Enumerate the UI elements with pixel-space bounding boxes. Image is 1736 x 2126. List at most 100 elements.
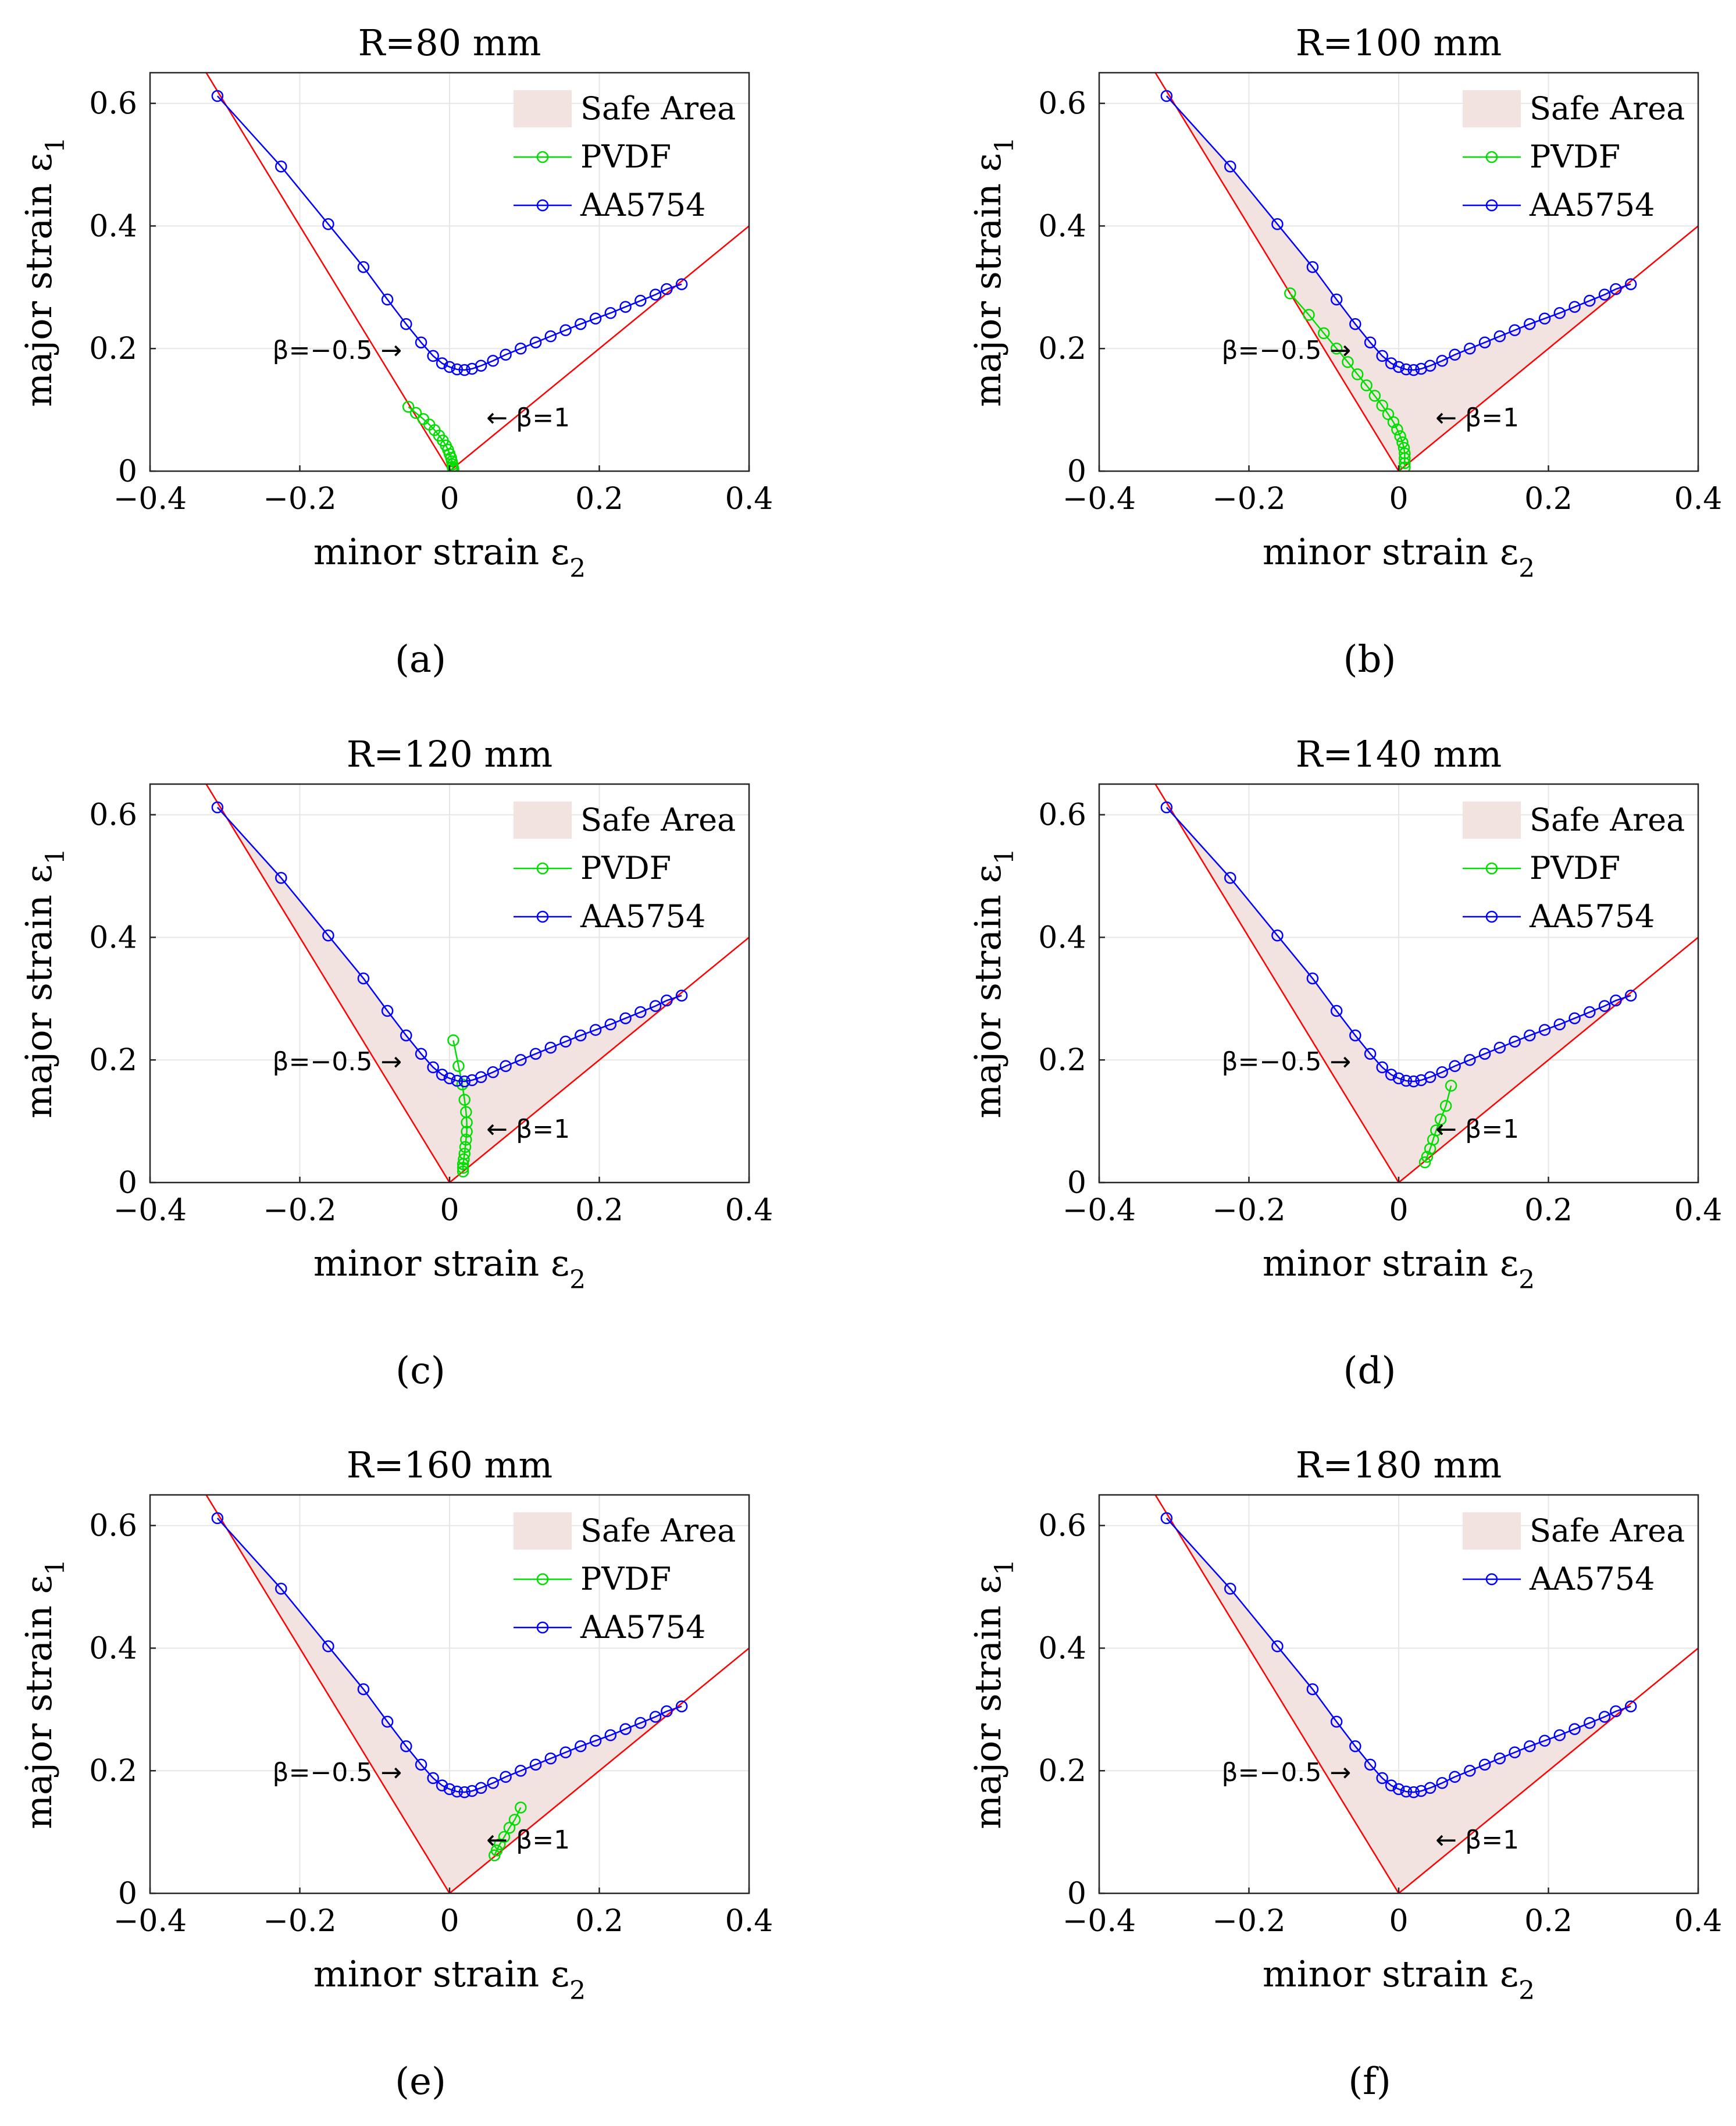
x-tick-label: 0.4 (1674, 482, 1723, 517)
legend-swatch-marker (536, 1573, 549, 1586)
beta-neg-half-line (1154, 784, 1400, 1183)
x-tick-label: 0.2 (1524, 1193, 1573, 1228)
y-tick-label: 0 (1067, 1166, 1086, 1201)
x-tick-label: −0.4 (1063, 1193, 1136, 1228)
data-point-aa5754 (1478, 1048, 1491, 1060)
data-point-aa5754 (436, 1069, 448, 1081)
data-point-aa5754 (1306, 1683, 1319, 1696)
legend-entry-label: PVDF (1530, 850, 1620, 886)
beta-one-label: ← β=1 (1435, 1114, 1519, 1144)
safe-area-region (1166, 91, 1631, 471)
legend-swatch-marker (536, 199, 549, 212)
y-axis-label: major strain ε1 (17, 1559, 70, 1829)
data-point-aa5754 (1400, 363, 1413, 376)
data-point-aa5754 (529, 1048, 542, 1060)
data-point-aa5754 (1376, 1061, 1388, 1074)
data-point-aa5754 (604, 307, 617, 319)
beta-neg-half-line (1154, 73, 1400, 471)
legend: Safe Area PVDF AA5754 (514, 802, 736, 935)
data-point-aa5754 (1349, 318, 1361, 330)
series-line-aa5754 (216, 1518, 682, 1793)
data-point-aa5754 (451, 363, 464, 376)
data-point-pvdf (1391, 423, 1403, 436)
y-tick-label: 0 (1067, 1876, 1086, 1911)
series-aa5754 (1160, 801, 1637, 1088)
x-tick-label: −0.2 (1212, 482, 1285, 517)
data-point-aa5754 (1407, 364, 1420, 376)
beta-one-label: ← β=1 (1435, 403, 1519, 433)
data-point-aa5754 (1424, 359, 1436, 372)
beta-neg-half-label: β=−0.5 → (273, 1758, 402, 1787)
data-point-aa5754 (1449, 348, 1461, 361)
beta-neg-half-label: β=−0.5 → (273, 1047, 402, 1077)
data-point-aa5754 (475, 1782, 487, 1794)
legend-swatch-marker (536, 151, 549, 163)
data-point-aa5754 (1553, 1018, 1566, 1031)
legend: Safe Area PVDF AA5754 (1463, 90, 1685, 223)
data-point-pvdf (1396, 436, 1409, 448)
data-point-aa5754 (415, 1048, 427, 1060)
panel-label: (d) (1343, 1349, 1396, 1393)
data-point-aa5754 (1392, 1783, 1405, 1796)
x-tick-label: 0.2 (575, 1193, 623, 1228)
data-layer (1154, 73, 1698, 471)
data-point-aa5754 (487, 1777, 499, 1789)
x-tick-label: 0 (1389, 1904, 1408, 1939)
data-point-pvdf (1360, 379, 1373, 391)
data-point-aa5754 (1538, 1024, 1551, 1036)
data-point-aa5754 (589, 1024, 602, 1036)
data-point-aa5754 (1160, 801, 1173, 814)
data-point-aa5754 (634, 294, 647, 307)
beta-neg-half-label: β=−0.5 → (1222, 1047, 1352, 1077)
beta-one-line (1398, 1647, 1698, 1893)
legend-entry-label: AA5754 (1529, 898, 1655, 935)
y-axis-label: major strain ε1 (967, 1559, 1020, 1829)
y-axis-label-main: major strain ε (17, 153, 60, 407)
x-tick-label: 0 (440, 1193, 459, 1228)
x-tick-label: 0 (440, 482, 459, 517)
data-point-aa5754 (661, 994, 673, 1007)
data-point-aa5754 (1509, 1035, 1521, 1048)
y-tick-label: 0.4 (89, 1631, 137, 1666)
y-axis-label-main: major strain ε (967, 864, 1009, 1119)
legend-swatch-safe-area (1463, 802, 1521, 839)
y-tick-label: 0.2 (89, 1754, 137, 1789)
series-pvdf (447, 1034, 473, 1178)
data-point-aa5754 (1330, 1715, 1343, 1728)
data-point-aa5754 (275, 871, 287, 884)
legend-swatch-marker (1485, 1573, 1498, 1586)
data-point-aa5754 (515, 1053, 527, 1066)
data-point-pvdf (1430, 1124, 1442, 1137)
data-point-aa5754 (1598, 289, 1611, 301)
data-point-pvdf (1434, 1113, 1447, 1126)
legend-swatch-marker (1485, 910, 1498, 923)
x-tick-label: −0.2 (263, 1904, 336, 1939)
data-layer (205, 1495, 749, 1893)
y-tick-label: 0.2 (1038, 1754, 1086, 1789)
data-point-aa5754 (443, 1072, 456, 1085)
data-point-pvdf (1330, 342, 1343, 355)
data-point-pvdf (447, 1034, 459, 1046)
panel-title: R=120 mm (347, 733, 552, 775)
data-point-aa5754 (458, 1786, 470, 1799)
data-point-aa5754 (400, 1029, 412, 1042)
legend-entry-label: Safe Area (1530, 1512, 1685, 1549)
legend-swatch-marker (1485, 862, 1498, 875)
data-point-aa5754 (1509, 1746, 1521, 1758)
data-point-aa5754 (1306, 972, 1319, 985)
data-point-pvdf (1399, 461, 1411, 471)
data-point-pvdf (515, 1801, 527, 1814)
data-point-aa5754 (357, 972, 370, 985)
beta-one-label: ← β=1 (1435, 1825, 1519, 1855)
data-point-aa5754 (515, 1764, 527, 1777)
data-layer (205, 784, 749, 1183)
y-tick-label: 0.6 (1038, 1509, 1086, 1544)
data-point-aa5754 (1493, 1752, 1506, 1765)
x-axis-label-main: minor strain ε (313, 1953, 569, 1995)
legend-entry-label: AA5754 (580, 898, 705, 935)
data-point-aa5754 (575, 1740, 587, 1753)
panel-title: R=160 mm (347, 1444, 552, 1486)
panel-label: (b) (1343, 638, 1396, 681)
y-tick-label: 0.6 (89, 1509, 137, 1544)
data-point-pvdf (1351, 368, 1364, 380)
